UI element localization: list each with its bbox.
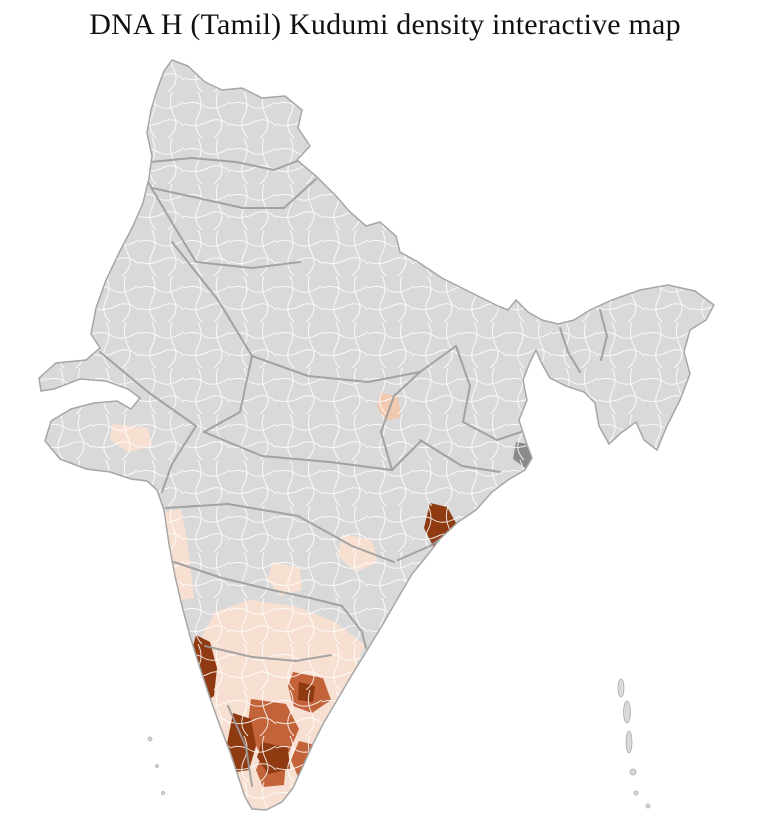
state-border-line: [149, 157, 298, 171]
island[interactable]: [629, 768, 637, 776]
andaman-nicobar-islands[interactable]: [617, 678, 651, 809]
state-border-line: [599, 309, 608, 361]
island[interactable]: [633, 790, 639, 796]
state-border-line: [173, 561, 311, 599]
island[interactable]: [161, 791, 165, 795]
state-border-line: [309, 597, 367, 649]
state-border-line: [203, 431, 422, 471]
state-border-line: [147, 181, 301, 269]
island[interactable]: [147, 736, 153, 742]
island[interactable]: [645, 803, 651, 809]
state-border-line: [559, 327, 581, 373]
island[interactable]: [623, 700, 631, 724]
state-border-line: [165, 503, 395, 563]
state-border-line: [419, 439, 501, 473]
state-border-line: [227, 705, 253, 787]
state-border-line: [251, 345, 457, 383]
island[interactable]: [625, 730, 633, 754]
state-border-line: [380, 371, 421, 471]
state-border-line: [151, 178, 317, 209]
page-title: DNA H (Tamil) Kudumi density interactive…: [89, 8, 681, 41]
island[interactable]: [617, 678, 625, 698]
island[interactable]: [155, 764, 159, 768]
state-border-line: [204, 645, 332, 662]
state-border-line: [99, 351, 197, 493]
lakshadweep-islands[interactable]: [147, 736, 165, 795]
state-border-line: [455, 345, 522, 441]
